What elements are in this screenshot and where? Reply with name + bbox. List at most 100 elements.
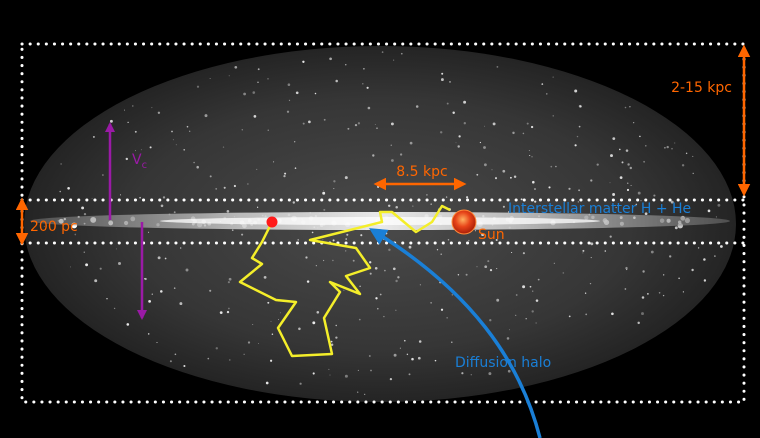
star (590, 242, 594, 246)
star (99, 267, 102, 270)
star (306, 280, 310, 283)
star (374, 124, 376, 126)
star (446, 102, 449, 105)
cosmic-ray-source (266, 216, 278, 228)
star (395, 279, 398, 283)
star (630, 184, 632, 187)
star (390, 144, 392, 146)
star (546, 93, 548, 95)
star (626, 268, 628, 271)
star (233, 184, 236, 188)
star (532, 180, 535, 184)
star (332, 259, 334, 262)
star (633, 122, 635, 124)
star (370, 369, 372, 372)
star (629, 106, 631, 108)
star (368, 355, 371, 357)
wind-velocity-label: Vc (132, 152, 147, 171)
star (474, 230, 477, 232)
star (491, 169, 493, 171)
star (403, 339, 406, 342)
star (440, 253, 442, 256)
star (160, 290, 163, 293)
star (243, 92, 246, 96)
star (552, 115, 554, 117)
star (528, 150, 530, 151)
star (70, 266, 72, 268)
star (74, 233, 77, 236)
star (147, 333, 150, 335)
star (215, 188, 218, 190)
star (273, 161, 275, 163)
star (162, 196, 166, 199)
star (329, 57, 332, 61)
star (458, 135, 461, 138)
star (357, 369, 359, 371)
star (625, 266, 628, 270)
star (522, 285, 526, 289)
star (489, 269, 493, 272)
star (151, 107, 153, 109)
star (604, 250, 607, 252)
star (578, 189, 580, 192)
star (241, 233, 244, 236)
star (113, 307, 116, 310)
star (629, 166, 633, 170)
star (228, 307, 230, 310)
star (381, 51, 384, 53)
star (440, 78, 444, 82)
star (703, 258, 706, 261)
star (720, 245, 723, 248)
star (283, 174, 286, 178)
star (463, 122, 466, 125)
star (465, 196, 469, 199)
star (388, 248, 391, 252)
star (335, 79, 338, 83)
star (589, 282, 592, 285)
star (612, 193, 616, 196)
star (484, 265, 488, 269)
star (590, 179, 593, 182)
star (148, 231, 150, 233)
star (509, 329, 510, 331)
star (185, 268, 189, 272)
star (568, 187, 571, 190)
star (207, 357, 210, 360)
star (682, 291, 685, 293)
star (196, 85, 200, 88)
star (395, 309, 397, 311)
ism-label: Interstellar matter H + He (508, 201, 691, 217)
star (548, 186, 551, 189)
star (193, 161, 195, 164)
star (626, 188, 630, 192)
star (625, 149, 629, 152)
halo-height-label: 2-15 kpc (671, 80, 732, 96)
star (292, 201, 295, 204)
star (619, 176, 623, 179)
star (621, 161, 624, 164)
star (645, 145, 647, 147)
star (328, 368, 330, 370)
star (612, 137, 616, 140)
star (663, 274, 665, 276)
star (637, 191, 641, 195)
star (532, 290, 534, 292)
star (156, 341, 158, 344)
star (715, 216, 717, 218)
star (457, 145, 460, 148)
star (267, 77, 269, 80)
star (488, 372, 492, 376)
star (426, 194, 428, 196)
star (173, 287, 176, 289)
star (383, 315, 385, 318)
star (447, 238, 450, 241)
diffusion-path (238, 204, 451, 358)
star (582, 249, 585, 252)
star (487, 260, 490, 263)
star (641, 312, 644, 316)
star (703, 279, 707, 282)
star (357, 122, 361, 125)
star (369, 261, 372, 264)
star (91, 197, 93, 199)
star (295, 91, 299, 95)
